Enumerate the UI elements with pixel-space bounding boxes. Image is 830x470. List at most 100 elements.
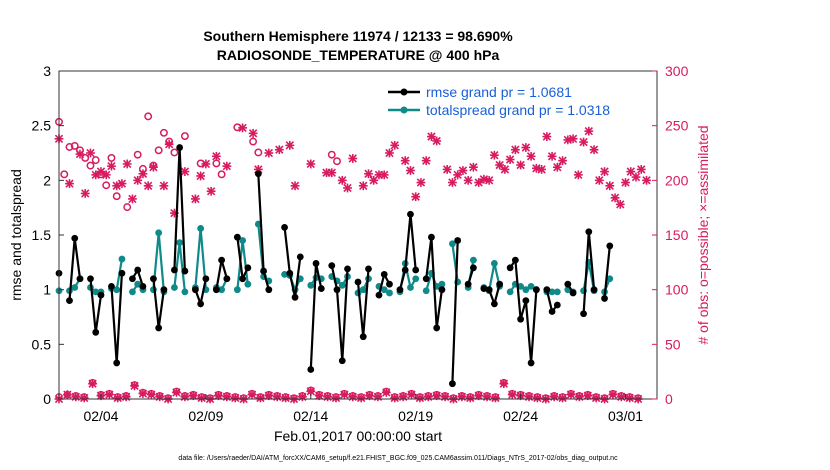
- obs-assimilated-point: [285, 140, 295, 150]
- obs-baseline-possible-point: [256, 393, 265, 401]
- obs-possible-point: [170, 148, 179, 157]
- obs-assimilated-point: [180, 167, 190, 176]
- obs-assimilated-point: [484, 175, 494, 185]
- obs-possible-point: [60, 170, 69, 179]
- rmse-point: [532, 286, 540, 294]
- rmse-point: [118, 269, 126, 277]
- rmse-point: [490, 300, 498, 308]
- totalspread-point: [113, 286, 121, 294]
- obs-assimilated-point: [206, 186, 216, 196]
- obs-possible-point: [112, 192, 121, 201]
- obs-baseline-possible-point: [391, 393, 399, 401]
- obs-baseline-possible-point: [206, 394, 214, 402]
- rmse-point: [97, 291, 105, 299]
- rmse-point: [307, 366, 315, 373]
- obs-possible-point: [107, 153, 116, 162]
- totalspread-point: [338, 281, 346, 289]
- obs-baseline-possible-point: [88, 378, 97, 387]
- obs-assimilated-point: [448, 178, 457, 187]
- obs-baseline-possible-point: [290, 394, 298, 402]
- rmse-point: [244, 264, 252, 272]
- obs-assimilated-point: [159, 181, 169, 191]
- y-tick-label: 1.5: [32, 227, 52, 243]
- rmse-point: [160, 286, 168, 294]
- obs-assimilated-point: [122, 159, 132, 169]
- obs-baseline-possible-point: [567, 389, 575, 398]
- obs-baseline-possible-point: [357, 393, 365, 401]
- y-right-tick-label: 50: [665, 336, 681, 352]
- rmse-point: [396, 286, 404, 294]
- totalspread-point: [92, 288, 100, 296]
- y-right-tick-label: 250: [665, 118, 689, 134]
- obs-possible-point: [81, 153, 90, 162]
- obs-count-markers: [54, 112, 651, 404]
- rmse-point: [386, 280, 393, 288]
- obs-baseline-possible-point: [382, 387, 391, 396]
- totalspread-point: [307, 281, 315, 289]
- rmse-point: [150, 275, 157, 283]
- y-tick-label: 2.5: [32, 118, 52, 134]
- obs-baseline-possible-point: [340, 389, 349, 398]
- obs-assimilated-point: [327, 168, 337, 178]
- obs-assimilated-point: [631, 172, 641, 182]
- obs-assimilated-point: [458, 166, 468, 175]
- x-tick-label: 02/19: [398, 408, 433, 424]
- rmse-line: [68, 238, 82, 301]
- rmse-point: [181, 267, 189, 275]
- rmse-point: [601, 295, 608, 302]
- rmse-point: [422, 275, 430, 283]
- rmse-point: [449, 380, 456, 388]
- obs-baseline-possible-point: [407, 389, 416, 398]
- obs-baseline-possible-point: [265, 390, 273, 399]
- obs-baseline-possible-point: [466, 393, 474, 401]
- rmse-point: [139, 282, 147, 290]
- obs-baseline-possible-point: [315, 390, 323, 399]
- chart-title-line1: Southern Hemisphere 11974 / 12133 = 98.6…: [203, 28, 513, 44]
- obs-assimilated-point: [600, 167, 609, 176]
- obs-assimilated-point: [190, 194, 200, 204]
- rmse-point: [485, 286, 493, 294]
- x-tick-label: 02/24: [503, 408, 538, 424]
- series-totalspread: [55, 220, 614, 297]
- obs-assimilated-point: [421, 156, 431, 166]
- totalspread-point: [134, 280, 142, 288]
- data-file-footnote: data file: /Users/raeder/DAI/ATM_forcXX/…: [178, 455, 618, 462]
- y-tick-label: 0: [43, 391, 51, 407]
- totalspread-point: [506, 288, 514, 296]
- x-axis-label: Feb.01,2017 00:00:00 start: [274, 428, 442, 444]
- rmse-point: [496, 280, 504, 288]
- obs-assimilated-point: [343, 183, 352, 193]
- rmse-point: [553, 301, 561, 309]
- rmse-point: [375, 291, 383, 299]
- rmse-point: [296, 253, 304, 261]
- y-right-tick-label: 100: [665, 282, 689, 298]
- obs-possible-point: [249, 137, 258, 146]
- rmse-point: [401, 266, 409, 274]
- obs-assimilated-point: [107, 161, 116, 171]
- totalspread-point: [281, 270, 288, 278]
- obs-assimilated-point: [264, 148, 274, 158]
- rmse-point: [438, 286, 446, 294]
- obs-baseline-possible-point: [239, 394, 248, 402]
- obs-baseline-possible-point: [214, 390, 223, 399]
- obs-assimilated-point: [610, 193, 620, 203]
- y-axis-right-label: # of obs: o=possible; ×=assimilated: [695, 125, 711, 344]
- obs-possible-point: [165, 137, 174, 146]
- rmse-point: [517, 315, 525, 323]
- obs-baseline-possible-point: [500, 378, 508, 387]
- obs-assimilated-point: [526, 151, 536, 161]
- obs-baseline-possible-point: [508, 389, 516, 398]
- obs-assimilated-point: [589, 145, 599, 155]
- obs-assimilated-point: [274, 145, 284, 155]
- rmse-point: [407, 210, 414, 218]
- rmse-point: [265, 286, 273, 294]
- totalspread-point: [407, 284, 414, 291]
- rmse-point: [317, 285, 325, 292]
- obs-possible-point: [76, 146, 84, 155]
- totalspread-point: [129, 288, 136, 296]
- rmse-point: [543, 286, 551, 294]
- obs-baseline-possible-point: [584, 390, 592, 399]
- obs-assimilated-point: [584, 126, 594, 136]
- rmse-point: [171, 266, 178, 274]
- legend-spread-marker: [400, 106, 408, 114]
